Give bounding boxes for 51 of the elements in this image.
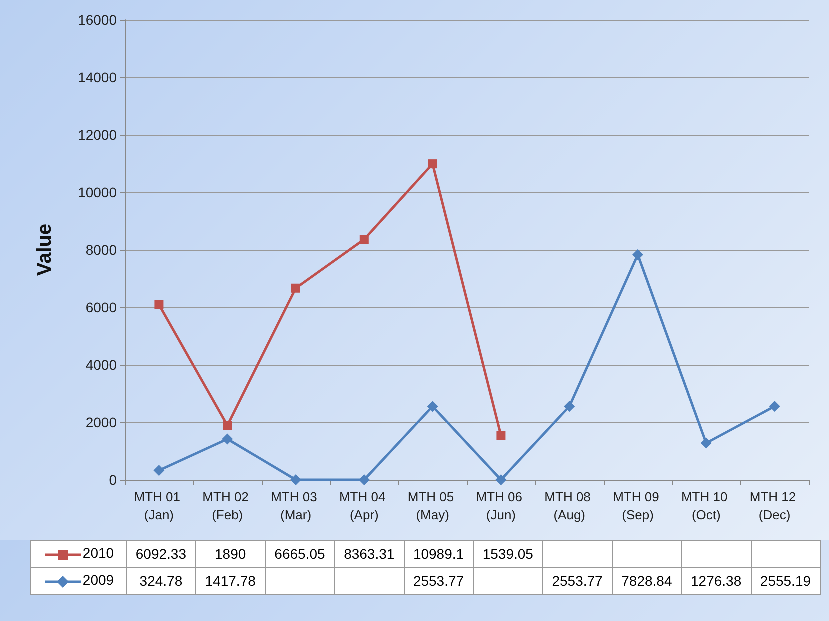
data-label: 1417.78 [196, 568, 266, 594]
x-tick-label: MTH 09 (Sep) [613, 490, 663, 522]
point [223, 421, 232, 430]
x-tick-label: MTH 10 (Oct) [681, 490, 732, 522]
point [358, 474, 370, 486]
data-label: 1276.38 [682, 568, 752, 594]
data-label: 1890 [196, 540, 266, 568]
x-tick-label: MTH 12 (Dec) [750, 490, 800, 522]
data-label: 2553.77 [542, 568, 612, 594]
y-tick-label: 14000 [78, 70, 118, 86]
point [360, 235, 369, 244]
y-tick-label: 8000 [86, 242, 118, 258]
point [564, 401, 576, 412]
legend-label: 2010 [82, 545, 114, 562]
point [496, 474, 507, 486]
point [496, 431, 506, 440]
point [222, 434, 234, 445]
point [428, 160, 438, 169]
y-tick-label: 4000 [86, 357, 118, 373]
data-label: 8363.31 [334, 540, 404, 568]
point [292, 284, 300, 293]
point [769, 401, 780, 412]
point [290, 474, 302, 486]
data-label: 324.78 [126, 568, 196, 594]
y-tick-label: 12000 [78, 127, 118, 143]
point [632, 249, 644, 260]
x-tick-label: MTH 06 (Jun) [476, 490, 526, 522]
point [700, 438, 712, 449]
data-label: 2555.19 [751, 568, 820, 594]
y-tick-label: 0 [109, 472, 118, 488]
point [154, 465, 165, 476]
data-label: 1539.05 [473, 540, 543, 568]
x-tick-label: MTH 04 (Apr) [339, 490, 390, 522]
point [427, 401, 438, 412]
point [154, 300, 164, 310]
x-tick-label: MTH 03 (Mar) [271, 490, 321, 522]
y-tick-label: 2000 [86, 414, 118, 430]
y-tick-label: 10000 [78, 184, 118, 200]
x-tick-label: MTH 05 (May) [408, 490, 458, 522]
x-tick-label: MTH 01 (Jan) [134, 490, 184, 522]
y-tick-label: 16000 [78, 12, 118, 28]
x-tick-label: MTH 08 (Aug) [544, 490, 595, 522]
data-label: 10989.1 [404, 540, 474, 568]
y-axis-title: Value [34, 224, 56, 276]
data-label: 6092.33 [126, 540, 196, 568]
legend-label: 2009 [82, 572, 114, 588]
data-label: 2553.77 [404, 568, 474, 594]
x-tick-label: MTH 02 (Feb) [202, 490, 253, 522]
data-label: 6665.05 [265, 540, 335, 568]
y-tick-label: 6000 [86, 300, 118, 316]
data-label: 7828.84 [612, 568, 682, 594]
